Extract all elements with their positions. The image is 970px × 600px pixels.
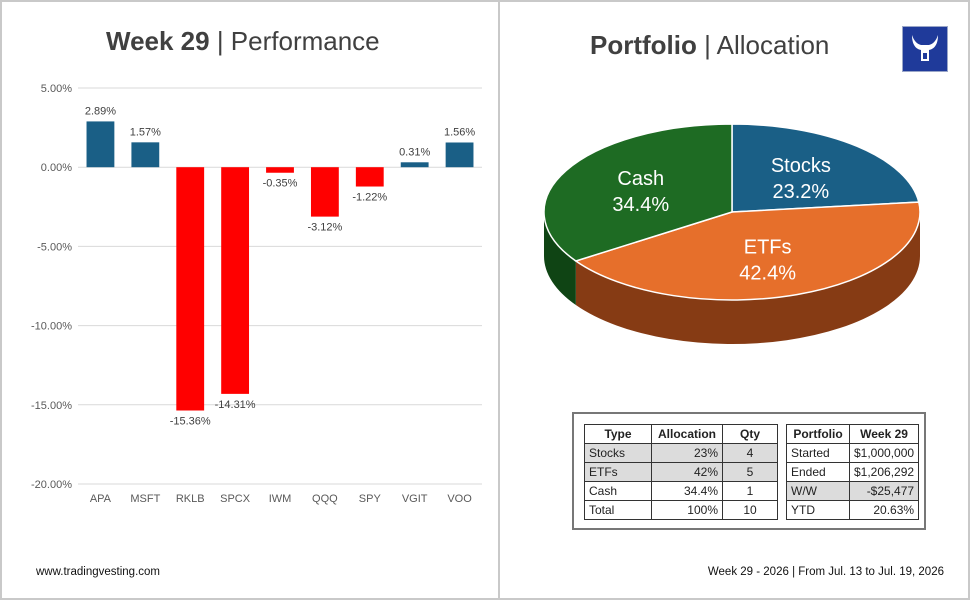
alloc-cell: Total	[584, 500, 652, 520]
portfolio-cell: 20.63%	[848, 500, 920, 520]
table-row: Cash 34.4% 1	[584, 481, 778, 501]
alloc-cell: Cash	[584, 481, 652, 501]
portfolio-cell: Ended	[786, 462, 850, 482]
bar-spcx	[221, 167, 250, 394]
alloc-cell: ETFs	[584, 462, 652, 482]
x-tick-label: VGIT	[402, 493, 428, 505]
allocation-pie-chart: Stocks 23.2% ETFs 42.4% Cash 34.4%	[543, 123, 921, 344]
bar-rklb	[176, 167, 205, 411]
alloc-header-type: Type	[584, 424, 652, 444]
data-label: -14.31%	[215, 399, 256, 411]
table-row: ETFs 42% 5	[584, 462, 778, 482]
data-label: 2.89%	[85, 105, 116, 117]
portfolio-cell: W/W	[786, 481, 850, 501]
x-tick-label: IWM	[269, 493, 292, 505]
pie-slice-stocks	[731, 123, 920, 213]
alloc-cell: 100%	[651, 500, 723, 520]
table-row: Total 100% 10	[584, 500, 778, 520]
portfolio-cell: $1,206,292	[848, 462, 920, 482]
performance-title: Week 29 | Performance	[106, 26, 380, 57]
portfolio-cell: $1,000,000	[848, 443, 920, 463]
y-tick-label: -10.00%	[31, 321, 72, 333]
data-label: -1.22%	[352, 192, 387, 204]
y-tick-label: 5.00%	[41, 83, 72, 95]
data-label: 1.56%	[444, 126, 475, 138]
data-label: -0.35%	[263, 178, 298, 190]
table-row: Started $1,000,000	[786, 443, 920, 463]
bar-vgit	[400, 162, 429, 168]
summary-tables: Type Allocation Qty Stocks 23% 4 ETFs 42…	[572, 412, 926, 530]
alloc-cell: 42%	[651, 462, 723, 482]
x-tick-label: SPCX	[220, 493, 251, 505]
alloc-cell: Stocks	[584, 443, 652, 463]
table-row: Ended $1,206,292	[786, 462, 920, 482]
x-tick-label: VOO	[447, 493, 472, 505]
footer-website: www.tradingvesting.com	[36, 566, 160, 578]
portfolio-header-portfolio: Portfolio	[786, 424, 850, 444]
alloc-cell: 23%	[651, 443, 723, 463]
y-tick-label: -5.00%	[37, 241, 72, 253]
performance-bar-chart: 5.00% 0.00% -5.00% -10.00% -15.00% -20.00% 2.8…	[31, 83, 482, 505]
performance-title-week: Week 29	[106, 26, 210, 56]
pie-value-cash: 34.4%	[612, 194, 669, 216]
pie-value-stocks: 23.2%	[773, 181, 830, 203]
bull-logo-icon	[902, 26, 948, 72]
panel-divider	[498, 2, 500, 598]
data-label: 0.31%	[399, 146, 430, 158]
bar-spy	[355, 167, 384, 187]
allocation-title-label: | Allocation	[704, 30, 830, 60]
data-label: -3.12%	[307, 222, 342, 234]
footer-period: Week 29 - 2026 | From Jul. 13 to Jul. 19…	[707, 566, 944, 578]
pie-label-stocks: Stocks	[771, 155, 831, 177]
allocation-title-portfolio: Portfolio	[590, 30, 697, 60]
bar-iwm	[266, 167, 294, 173]
data-label: -15.36%	[170, 416, 211, 428]
pie-label-etfs: ETFs	[744, 236, 792, 258]
portfolio-cell: -$25,477	[848, 481, 920, 501]
allocation-title: Portfolio | Allocation	[590, 30, 829, 61]
alloc-cell: 5	[722, 462, 778, 482]
portfolio-cell: Started	[786, 443, 850, 463]
bar-apa	[86, 121, 115, 168]
pie-slice-etfs	[574, 201, 921, 301]
x-tick-label: QQQ	[312, 493, 338, 505]
pie-value-etfs: 42.4%	[739, 262, 796, 284]
alloc-cell: 4	[722, 443, 778, 463]
table-row: Stocks 23% 4	[584, 443, 778, 463]
pie-label-cash: Cash	[617, 168, 664, 190]
x-tick-label: SPY	[359, 493, 382, 505]
x-tick-label: RKLB	[176, 493, 205, 505]
bar-voo	[445, 142, 474, 168]
alloc-header-qty: Qty	[722, 424, 778, 444]
pie-slice-cash	[543, 123, 733, 262]
alloc-cell: 10	[722, 500, 778, 520]
bull-icon	[912, 35, 938, 61]
table-row: W/W -$25,477	[786, 481, 920, 501]
performance-title-label: | Performance	[216, 26, 380, 56]
bar-msft	[131, 142, 160, 168]
alloc-cell: 34.4%	[651, 481, 723, 501]
y-tick-label: 0.00%	[41, 162, 72, 174]
y-tick-label: -15.00%	[31, 400, 72, 412]
portfolio-cell: YTD	[786, 500, 850, 520]
portfolio-header-week: Week 29	[848, 424, 920, 444]
x-tick-label: MSFT	[130, 493, 160, 505]
table-row: YTD 20.63%	[786, 500, 920, 520]
pie-side-etfs	[575, 212, 920, 344]
pie-side-cash	[544, 212, 576, 306]
data-label: 1.57%	[130, 126, 161, 138]
alloc-header-allocation: Allocation	[651, 424, 723, 444]
alloc-cell: 1	[722, 481, 778, 501]
y-tick-label: -20.00%	[31, 479, 72, 491]
bar-qqq	[310, 167, 339, 217]
allocation-table: Type Allocation Qty Stocks 23% 4 ETFs 42…	[584, 424, 778, 520]
x-tick-label: APA	[90, 493, 112, 505]
portfolio-table: Portfolio Week 29 Started $1,000,000 End…	[786, 424, 920, 520]
